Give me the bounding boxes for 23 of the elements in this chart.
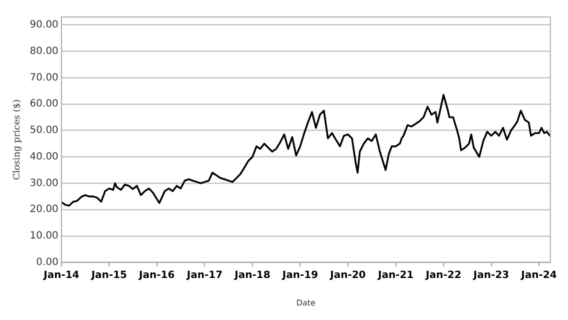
y-tick-label: 60.00 xyxy=(30,98,58,110)
y-tick-label: 70.00 xyxy=(30,72,58,84)
x-tick-label: Jan-16 xyxy=(138,270,175,281)
y-tick-label: 50.00 xyxy=(30,125,58,136)
x-tick-label: Jan-18 xyxy=(234,270,270,281)
x-tick-label: Jan-15 xyxy=(90,270,128,281)
x-axis-title: Date xyxy=(296,298,316,308)
y-tick-label: 80.00 xyxy=(30,46,58,57)
y-axis-title: Closing prices ($) xyxy=(12,99,23,180)
y-tick-label: 40.00 xyxy=(30,151,58,162)
x-tick-label: Jan-21 xyxy=(376,270,414,281)
x-tick-label: Jan-24 xyxy=(520,270,557,281)
x-tick-label: Jan-14 xyxy=(42,270,80,281)
x-tick-label: Jan-19 xyxy=(281,270,318,281)
x-tick-label: Jan-20 xyxy=(329,270,366,281)
x-tick-label: Jan-22 xyxy=(424,270,462,281)
y-tick-label: 30.00 xyxy=(30,178,58,189)
y-tick-label: 90.00 xyxy=(30,20,58,31)
x-tick-label: Jan-23 xyxy=(472,270,510,281)
x-tick-label: Jan-17 xyxy=(186,270,223,281)
y-tick-label: 0.00 xyxy=(36,256,58,268)
y-tick-label: 20.00 xyxy=(30,204,58,216)
y-tick-label: 10.00 xyxy=(30,230,58,242)
